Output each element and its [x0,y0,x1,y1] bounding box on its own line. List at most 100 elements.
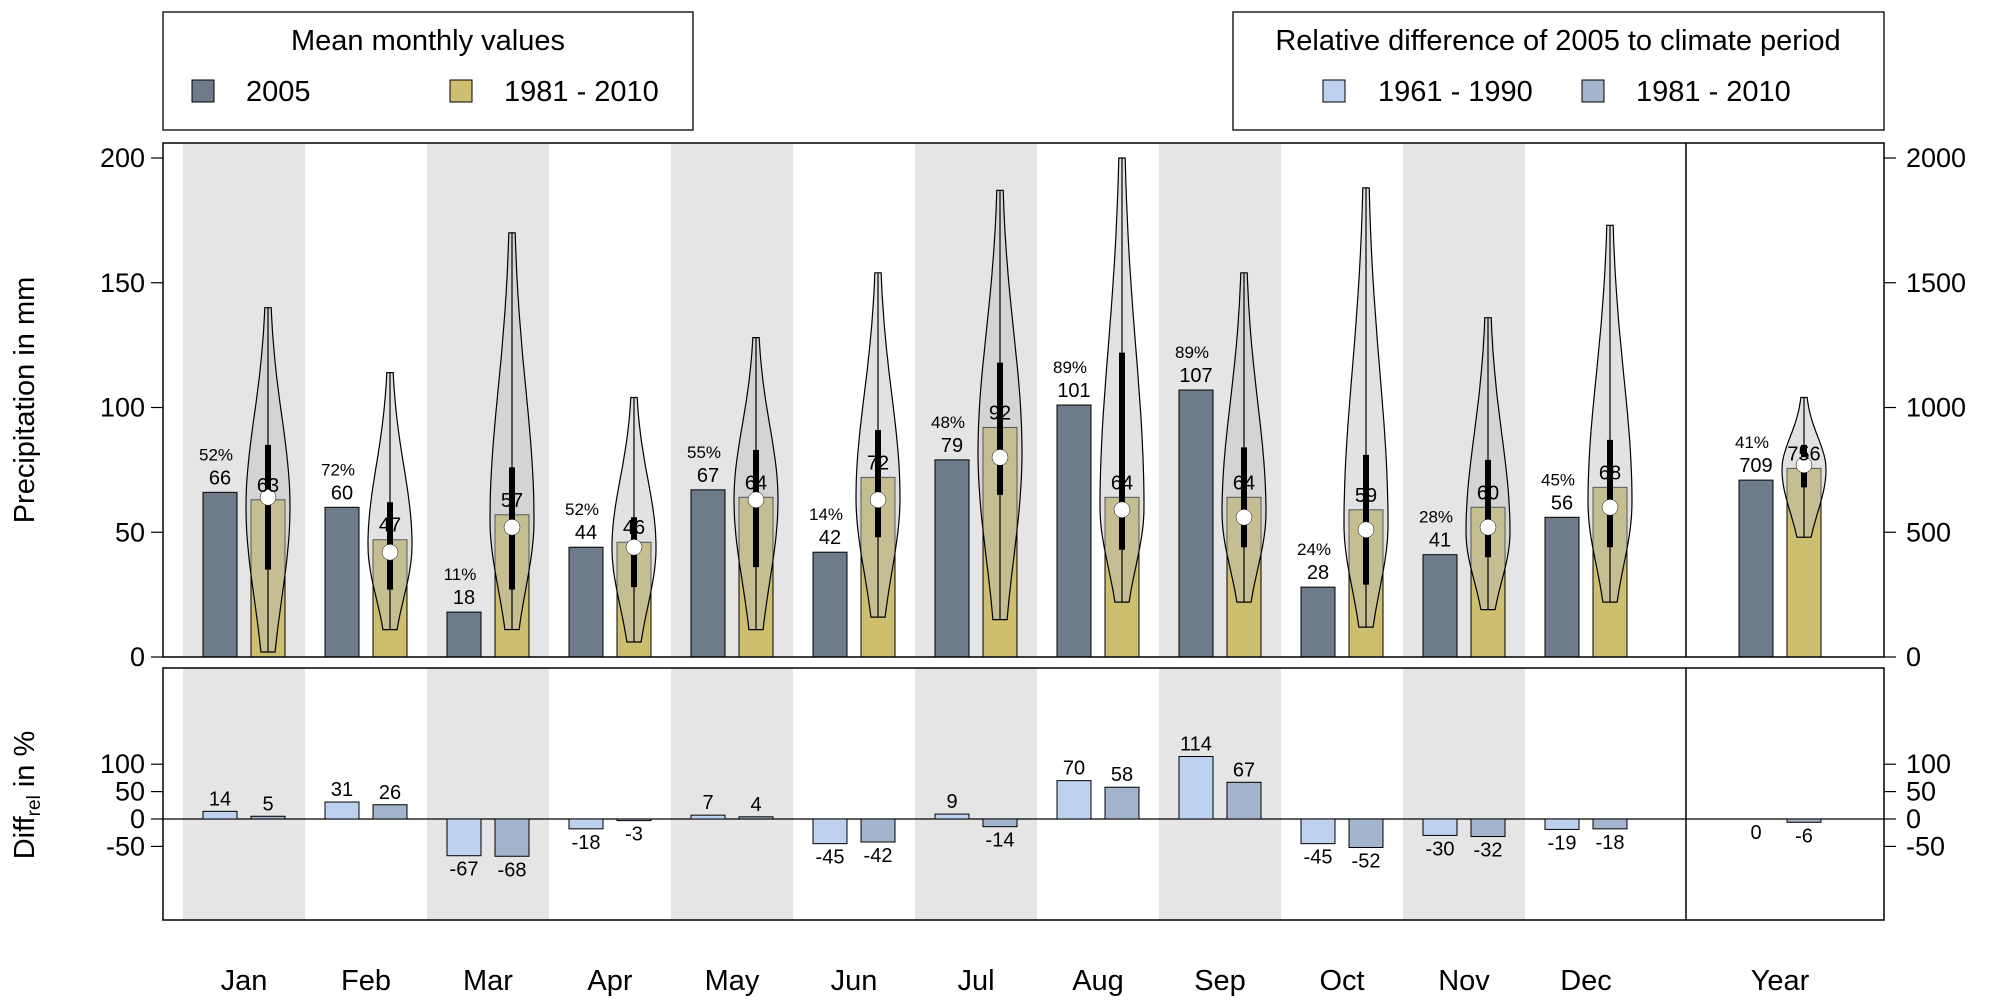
y2-tick-label-bottom: 50 [1906,777,1936,807]
category-label: Apr [587,965,632,997]
y-tick-label: 0 [130,642,145,672]
y-tick-label: 100 [100,393,145,423]
diff-value-label: 5 [262,793,273,815]
value-label-1981-2010: 64 [1111,472,1133,494]
diff-bar-1961-1990 [1300,818,1336,845]
diff-axis-label-main: Diff [9,815,41,859]
y2-tick-label: 500 [1906,517,1951,547]
diff-bar-1981-2010 [250,815,286,820]
percent-label: 89% [1053,358,1087,377]
diff-value-label: 67 [1233,759,1255,781]
y-axis-label: Precipitation in mm [9,277,41,524]
category-label: Dec [1560,965,1612,997]
legend-right [1232,11,1885,131]
value-label-2005: 79 [941,435,963,457]
value-label-2005: 42 [819,527,841,549]
legend-label-1961-1990: 1961 - 1990 [1378,76,1533,108]
bar-2005 [934,459,970,658]
median-dot [381,543,399,561]
y-tick-label: 150 [100,268,145,298]
diff-bar-1981-2010 [982,818,1018,828]
diff-bar-1981-2010 [1786,818,1822,823]
diff-axis-label: Diffrel in % [9,731,45,860]
bar-2005 [202,491,238,658]
diff-bar-1961-1990 [202,810,238,820]
category-label: Feb [341,965,391,997]
percent-label: 14% [809,505,843,524]
value-label-2005: 56 [1551,492,1573,514]
legend-label-2005: 2005 [246,76,311,108]
diff-value-label: 7 [702,792,713,814]
percent-label: 89% [1175,343,1209,362]
diff-bar-1961-1990 [324,801,360,820]
y-tick-label-bottom: -50 [106,831,145,861]
diff-axis-label-suffix: in % [9,731,41,795]
category-label: Jul [957,965,994,997]
diff-value-label: 70 [1063,758,1085,780]
median-dot [991,449,1009,466]
bar-2005 [568,546,604,658]
diff-value-label: 0 [1750,822,1761,844]
median-dot [1357,521,1375,539]
diff-value-label: -32 [1474,840,1503,862]
percent-label: 11% [444,565,477,584]
diff-value-label: -18 [572,832,601,854]
y2-tick-label-bottom: 0 [1906,804,1921,834]
month-shade-top [1159,143,1281,657]
median-dot [1601,499,1619,516]
y2-tick-label-bottom: 100 [1906,749,1951,779]
diff-bar-1981-2010 [860,818,896,843]
value-label-1981-2010: 68 [1599,462,1621,484]
value-label-2005: 44 [575,522,597,544]
value-label-1981-2010: 92 [989,402,1011,424]
diff-bar-1961-1990 [690,814,726,820]
value-label-2005: 18 [453,587,475,609]
bar-2005 [1422,554,1458,658]
diff-bar-1961-1990 [568,818,604,830]
diff-value-label: -30 [1426,838,1455,860]
legend-swatch-diff-1981-2010 [1581,79,1605,103]
value-label-1981-2010: 46 [623,517,645,539]
category-label: May [705,965,760,997]
diff-value-label: 4 [750,794,761,816]
diff-bar-1981-2010 [1470,818,1506,838]
month-shade-top [183,143,305,657]
category-label: Jun [831,965,878,997]
month-shade-bottom [671,668,793,920]
diff-value-label: -19 [1548,832,1577,854]
diff-value-label: 58 [1111,764,1133,786]
legend-label-diff-1981-2010: 1981 - 2010 [1636,76,1791,108]
diff-bar-1981-2010 [1226,781,1262,820]
value-label-1981-2010: 60 [1477,482,1499,504]
diff-value-label: 114 [1180,734,1212,756]
y2-tick-label: 1000 [1906,393,1966,423]
bar-2005 [1738,479,1774,658]
value-label-2005: 709 [1739,455,1772,477]
legend-swatch-1961-1990 [1322,79,1346,103]
month-shade-bottom [1403,668,1525,920]
category-label: Mar [463,965,513,997]
bar-2005 [446,611,482,658]
y-tick-label-bottom: 0 [130,804,145,834]
month-shade-bottom [1159,668,1281,920]
percent-label: 41% [1735,433,1769,452]
diff-bar-1981-2010 [1104,786,1140,820]
y2-tick-label-bottom: -50 [1906,831,1945,861]
value-label-2005: 101 [1057,380,1090,402]
median-dot [869,491,887,509]
value-label-2005: 28 [1307,562,1329,584]
median-dot [625,538,643,556]
bar-2005 [324,506,360,658]
median-dot [259,489,277,506]
bar-2005 [1056,404,1092,658]
bar-2005 [812,551,848,658]
diff-bar-1981-2010 [494,818,530,857]
diff-value-label: 26 [379,782,401,804]
diff-bar-1981-2010 [616,818,652,822]
percent-label: 72% [321,460,355,479]
percent-label: 45% [1541,470,1575,489]
median-dot [1795,456,1813,474]
percent-label: 52% [565,500,599,519]
legend-left-title: Mean monthly values [291,25,565,57]
bar-2005 [1178,389,1214,658]
